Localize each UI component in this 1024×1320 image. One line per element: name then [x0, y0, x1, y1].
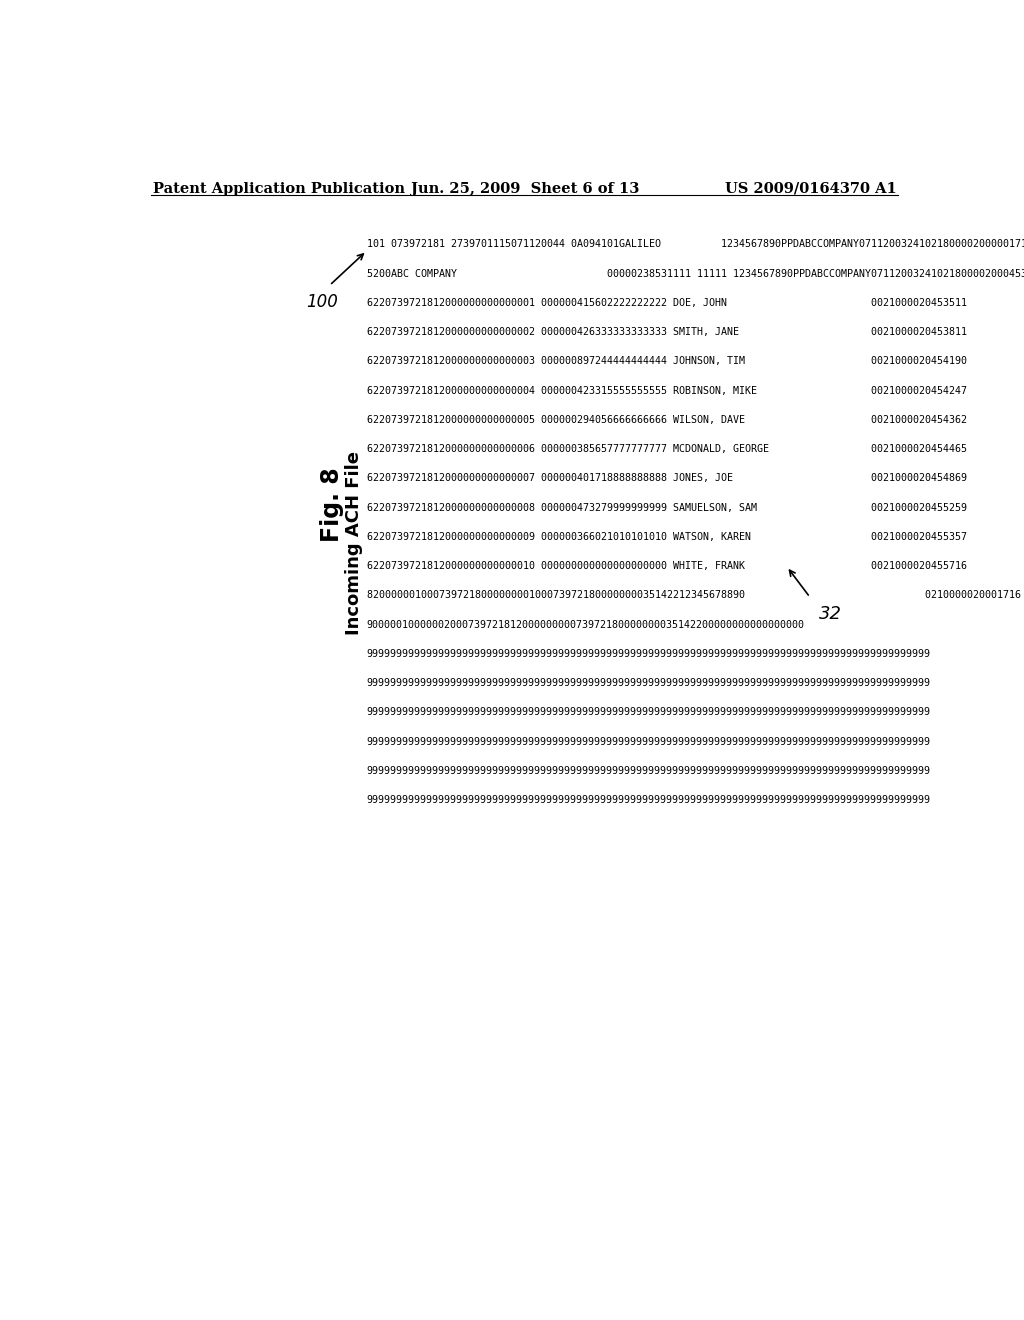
- Text: 9000001000000200073972181200000000073972180000000035142200000000000000000: 9000001000000200073972181200000000073972…: [367, 619, 805, 630]
- Text: 6220739721812000000000000009 000000366021010101010 WATSON, KAREN                : 6220739721812000000000000009 00000036602…: [367, 532, 967, 541]
- Text: 99999999999999999999999999999999999999999999999999999999999999999999999999999999: 9999999999999999999999999999999999999999…: [367, 678, 931, 688]
- Text: 32: 32: [819, 605, 843, 623]
- Text: 6220739721812000000000000003 000000897244444444444 JOHNSON, TIM                 : 6220739721812000000000000003 00000089724…: [367, 356, 967, 366]
- Text: 6220739721812000000000000005 000000294056666666666 WILSON, DAVE                 : 6220739721812000000000000005 00000029405…: [367, 414, 967, 425]
- Text: 99999999999999999999999999999999999999999999999999999999999999999999999999999999: 9999999999999999999999999999999999999999…: [367, 795, 931, 805]
- Text: Patent Application Publication: Patent Application Publication: [153, 182, 404, 195]
- Text: 101 073972181 2739701115071120044 0A094101GALILEO          1234567890PPDABCCOMPA: 101 073972181 2739701115071120044 0A0941…: [367, 239, 1024, 249]
- Text: 820000001000739721800000000100073972180000000035142212345678890                 : 8200000010007397218000000001000739721800…: [367, 590, 1021, 601]
- Text: 6220739721812000000000000004 000000423315555555555 ROBINSON, MIKE               : 6220739721812000000000000004 00000042331…: [367, 385, 967, 396]
- Text: Jun. 25, 2009  Sheet 6 of 13: Jun. 25, 2009 Sheet 6 of 13: [411, 182, 639, 195]
- Text: 100: 100: [306, 293, 338, 312]
- Text: 99999999999999999999999999999999999999999999999999999999999999999999999999999999: 9999999999999999999999999999999999999999…: [367, 649, 931, 659]
- Text: 6220739721812000000000000002 000000426333333333333 SMITH, JANE                  : 6220739721812000000000000002 00000042633…: [367, 327, 967, 337]
- Text: 6220739721812000000000000007 000000401718888888888 JONES, JOE                   : 6220739721812000000000000007 00000040171…: [367, 474, 967, 483]
- Text: 5200ABC COMPANY                         00000238531111 11111 1234567890PPDABCCOM: 5200ABC COMPANY 00000238531111 11111 123…: [367, 268, 1024, 279]
- Text: 6220739721812000000000000010 000000000000000000000 WHITE, FRANK                 : 6220739721812000000000000010 00000000000…: [367, 561, 967, 572]
- Text: 6220739721812000000000000008 000000473279999999999 SAMUELSON, SAM               : 6220739721812000000000000008 00000047327…: [367, 503, 967, 512]
- Text: 99999999999999999999999999999999999999999999999999999999999999999999999999999999: 9999999999999999999999999999999999999999…: [367, 708, 931, 717]
- Text: 99999999999999999999999999999999999999999999999999999999999999999999999999999999: 9999999999999999999999999999999999999999…: [367, 737, 931, 747]
- Text: 6220739721812000000000000006 000000385657777777777 MCDONALD, GEORGE             : 6220739721812000000000000006 00000038565…: [367, 444, 967, 454]
- Text: Fig. 8: Fig. 8: [319, 467, 344, 543]
- Text: US 2009/0164370 A1: US 2009/0164370 A1: [725, 182, 897, 195]
- Text: 99999999999999999999999999999999999999999999999999999999999999999999999999999999: 9999999999999999999999999999999999999999…: [367, 766, 931, 776]
- Text: Incoming ACH File: Incoming ACH File: [344, 451, 362, 635]
- Text: 6220739721812000000000000001 000000415602222222222 DOE, JOHN                    : 6220739721812000000000000001 00000041560…: [367, 298, 967, 308]
